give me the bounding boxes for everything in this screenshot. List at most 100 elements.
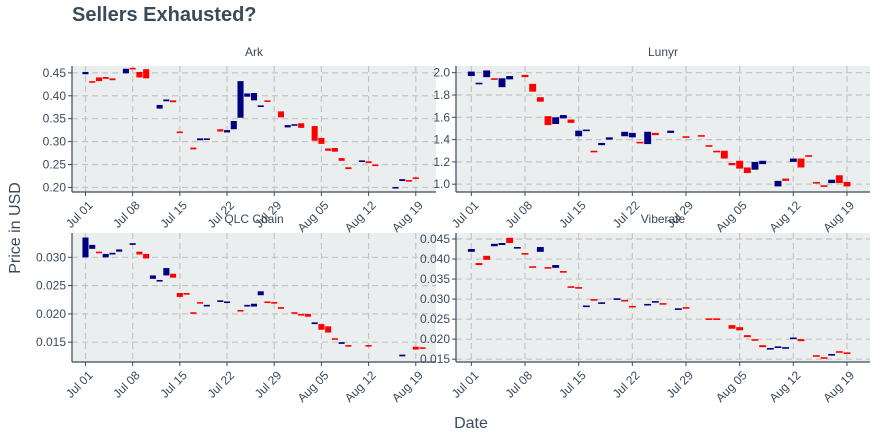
candle-increasing <box>392 186 399 189</box>
x-tick-label: Jul 15 <box>157 368 190 401</box>
candle-decreasing <box>843 181 851 187</box>
x-tick-label: Aug 19 <box>820 368 857 405</box>
candle-decreasing <box>720 150 728 159</box>
candle-increasing <box>651 301 659 303</box>
candle-decreasing <box>298 313 305 316</box>
x-tick-label: Aug 05 <box>713 368 750 405</box>
candle-increasing <box>291 124 298 126</box>
candle-increasing <box>759 160 767 165</box>
candle-decreasing <box>412 346 419 350</box>
x-tick-label: Jul 01 <box>449 368 482 401</box>
candle-decreasing <box>277 111 284 118</box>
candle-decreasing <box>529 83 537 92</box>
candle-decreasing <box>736 160 744 169</box>
candle-increasing <box>163 268 170 276</box>
y-tick-label: 0.35 <box>43 112 67 126</box>
candle-increasing <box>613 298 621 300</box>
y-tick-label: 0.030 <box>420 292 450 306</box>
candle-increasing <box>217 300 224 302</box>
candle-increasing <box>224 301 231 304</box>
x-tick-label: Jul 08 <box>110 198 143 231</box>
candle-decreasing <box>109 78 116 81</box>
candle-increasing <box>82 237 89 258</box>
candle-increasing <box>122 68 129 74</box>
x-tick-label: Aug 12 <box>342 368 379 405</box>
candle-decreasing <box>304 313 311 317</box>
x-tick-label: Aug 19 <box>820 198 857 235</box>
candle-decreasing <box>820 185 828 187</box>
panel-background <box>456 66 870 192</box>
candle-increasing <box>475 82 483 85</box>
x-tick-label: Aug 12 <box>342 198 379 235</box>
candle-increasing <box>257 105 264 108</box>
candle-decreasing <box>176 131 183 134</box>
candle-decreasing <box>190 147 197 150</box>
candle-increasing <box>156 279 163 282</box>
candle-decreasing <box>751 339 759 341</box>
candle-increasing <box>513 247 521 249</box>
y-tick-label: 0.45 <box>43 66 67 80</box>
candle-decreasing <box>190 312 197 314</box>
candle-decreasing <box>345 345 352 347</box>
candle-decreasing <box>89 81 96 83</box>
candle-decreasing <box>590 150 598 153</box>
candle-decreasing <box>567 286 575 288</box>
candle-increasing <box>284 125 291 128</box>
y-tick-label: 0.040 <box>420 252 450 266</box>
candle-increasing <box>575 130 583 137</box>
x-tick-label: Aug 05 <box>713 198 750 235</box>
panel-lunyr: Lunyr 1.0 1.2 1.4 1.6 1.8 2.0 Jul 01 Jul 08 Jul 1… <box>433 45 870 235</box>
candle-increasing <box>774 180 782 187</box>
candle-decreasing <box>713 150 721 153</box>
candle-increasing <box>828 353 836 356</box>
candle-increasing <box>582 305 590 308</box>
candle-increasing <box>674 308 682 310</box>
candle-decreasing <box>102 76 109 79</box>
candle-decreasing <box>136 251 143 255</box>
y-tick-label: 0.30 <box>43 135 67 149</box>
panel-title: Ark <box>245 45 264 59</box>
x-tick-label: Jul 29 <box>252 368 285 401</box>
candle-decreasing <box>705 318 713 320</box>
candle-increasing <box>605 137 613 140</box>
x-tick-label: Jul 15 <box>556 198 589 231</box>
candle-increasing <box>197 138 204 141</box>
x-tick-label: Jul 22 <box>205 368 238 401</box>
candle-decreasing <box>805 155 813 157</box>
candle-decreasing <box>682 307 690 309</box>
candle-decreasing <box>264 301 271 304</box>
candle-decreasing <box>291 312 298 314</box>
y-tick-label: 0.40 <box>43 89 67 103</box>
candle-increasing <box>156 104 163 109</box>
candle-increasing <box>250 93 258 101</box>
candle-decreasing <box>475 263 483 266</box>
candle-decreasing <box>559 271 567 273</box>
candle-increasing <box>230 120 237 130</box>
x-tick-label: Aug 12 <box>767 368 804 405</box>
candle-decreasing <box>170 100 177 103</box>
candle-increasing <box>237 81 244 118</box>
y-tick-label: 0.015 <box>36 335 66 349</box>
candle-increasing <box>358 160 365 162</box>
candle-increasing <box>598 142 606 146</box>
candle-increasing <box>782 347 790 349</box>
candle-increasing <box>149 275 156 279</box>
panel-title: Viberate <box>641 212 686 226</box>
candle-decreasing <box>271 302 278 304</box>
candle-decreasing <box>835 175 843 184</box>
candle-decreasing <box>365 345 372 347</box>
panel-title: QLC Chain <box>224 212 283 226</box>
candle-decreasing <box>682 136 690 138</box>
candle-increasing <box>621 131 629 137</box>
x-tick-label: Jul 15 <box>556 368 589 401</box>
candle-increasing <box>559 115 567 119</box>
candle-increasing <box>244 93 251 97</box>
x-tick-label: Jul 01 <box>63 368 96 401</box>
candle-increasing <box>582 129 590 132</box>
candle-decreasing <box>95 77 102 82</box>
candle-decreasing <box>338 158 345 161</box>
candle-decreasing <box>697 135 705 137</box>
y-tick-label: 0.025 <box>420 312 450 326</box>
candle-increasing <box>467 71 475 77</box>
y-tick-label: 1.2 <box>433 155 450 169</box>
